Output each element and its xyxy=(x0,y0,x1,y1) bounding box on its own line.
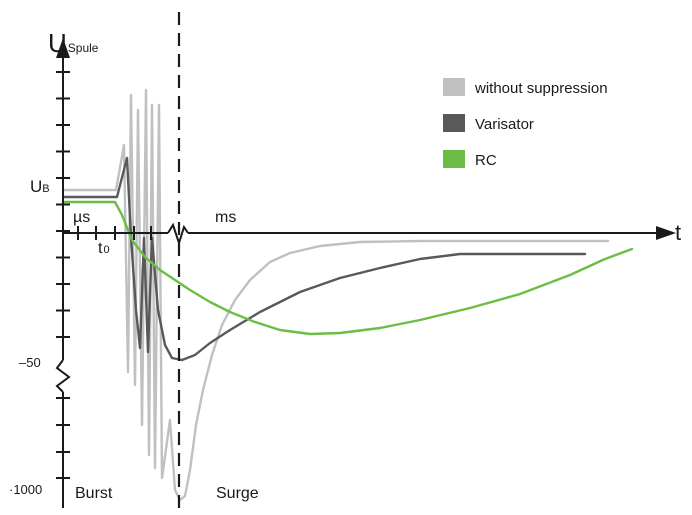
y-axis-label: USpule xyxy=(48,28,99,58)
t0-label: t0 xyxy=(98,240,110,257)
series-line-without-suppression xyxy=(61,88,610,502)
y-tick-label-minus-50: –50 xyxy=(19,355,41,370)
legend-item-rc: RC xyxy=(443,150,497,169)
ub-label: UB xyxy=(30,177,50,196)
legend-label-varisator: Varisator xyxy=(475,116,534,133)
y-tick-label-minus-1000: ·1000 xyxy=(9,482,42,497)
burst-label: Burst xyxy=(75,485,113,502)
legend-swatch-varisator xyxy=(443,114,465,132)
surge-label: Surge xyxy=(216,485,259,502)
x-axis-label: t xyxy=(675,220,681,245)
x-axis-arrowhead xyxy=(656,226,676,240)
legend-label-without-suppression: without suppression xyxy=(474,80,608,97)
series-line-rc xyxy=(61,200,634,336)
us-label: µs xyxy=(73,209,90,226)
series-layer xyxy=(61,88,634,502)
y-axis-break xyxy=(55,359,71,393)
y-axis xyxy=(55,38,71,508)
series-line-varisator xyxy=(61,156,587,362)
y-axis-arrowhead xyxy=(56,38,70,58)
legend-swatch-without-suppression xyxy=(443,78,465,96)
axes-layer xyxy=(55,12,676,512)
legend: without suppression Varisator RC xyxy=(443,78,608,169)
legend-item-varisator: Varisator xyxy=(443,114,534,133)
legend-item-without-suppression: without suppression xyxy=(443,78,608,97)
legend-swatch-rc xyxy=(443,150,465,168)
legend-label-rc: RC xyxy=(475,152,497,169)
ms-label: ms xyxy=(215,209,236,226)
